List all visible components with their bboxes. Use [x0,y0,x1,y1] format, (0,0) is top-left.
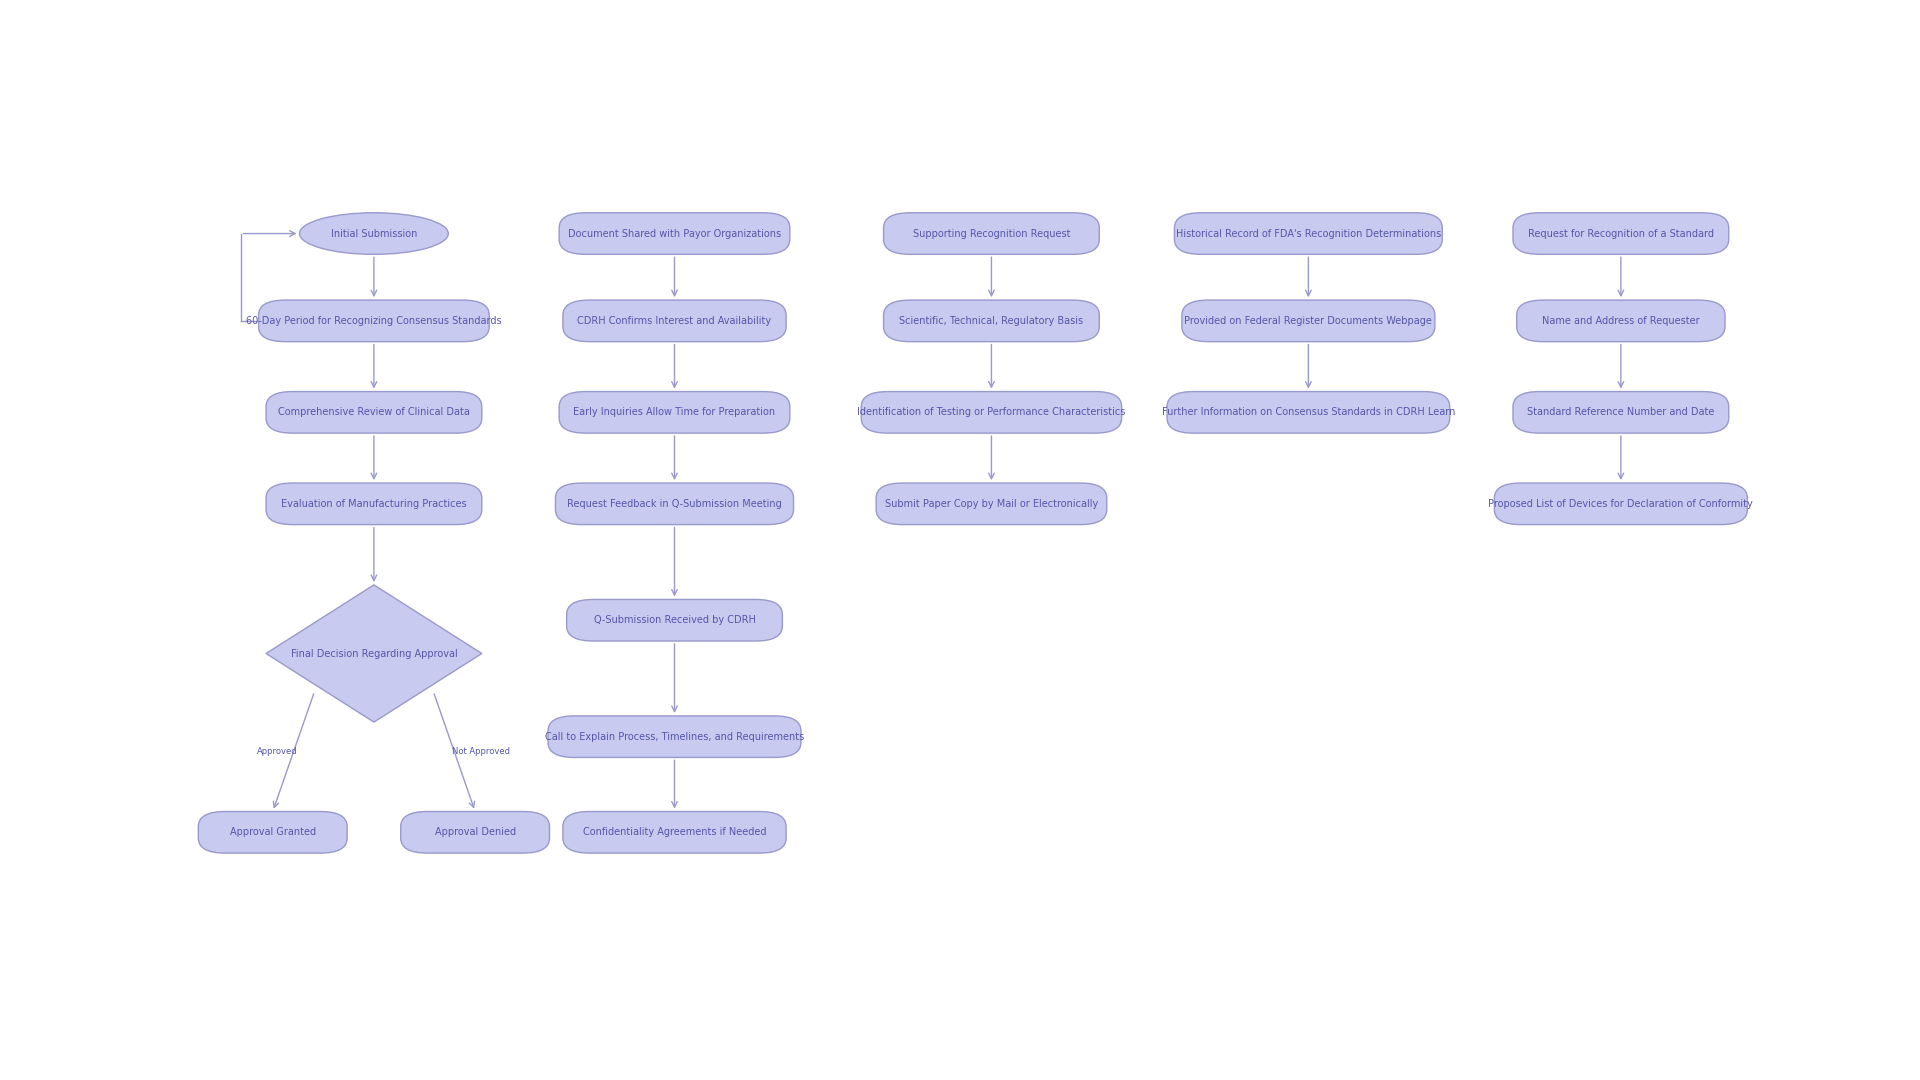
FancyBboxPatch shape [883,213,1100,255]
Text: CDRH Confirms Interest and Availability: CDRH Confirms Interest and Availability [578,315,772,326]
Text: Supporting Recognition Request: Supporting Recognition Request [912,229,1069,239]
FancyBboxPatch shape [259,300,490,341]
Text: Not Approved: Not Approved [451,747,511,756]
Text: Approval Granted: Approval Granted [230,827,315,837]
Text: Identification of Testing or Performance Characteristics: Identification of Testing or Performance… [856,407,1125,417]
FancyBboxPatch shape [1494,483,1747,525]
FancyBboxPatch shape [547,716,801,757]
FancyBboxPatch shape [198,811,348,853]
Text: Comprehensive Review of Clinical Data: Comprehensive Review of Clinical Data [278,407,470,417]
Text: 60-Day Period for Recognizing Consensus Standards: 60-Day Period for Recognizing Consensus … [246,315,501,326]
Text: Final Decision Regarding Approval: Final Decision Regarding Approval [290,648,457,659]
Text: Early Inquiries Allow Time for Preparation: Early Inquiries Allow Time for Preparati… [574,407,776,417]
Text: Q-Submission Received by CDRH: Q-Submission Received by CDRH [593,616,755,625]
FancyBboxPatch shape [1183,300,1434,341]
Text: Call to Explain Process, Timelines, and Requirements: Call to Explain Process, Timelines, and … [545,731,804,742]
FancyBboxPatch shape [555,483,793,525]
Text: Submit Paper Copy by Mail or Electronically: Submit Paper Copy by Mail or Electronica… [885,499,1098,509]
Text: Approval Denied: Approval Denied [434,827,516,837]
Polygon shape [267,585,482,723]
Text: Proposed List of Devices for Declaration of Conformity: Proposed List of Devices for Declaration… [1488,499,1753,509]
FancyBboxPatch shape [883,300,1100,341]
FancyBboxPatch shape [267,483,482,525]
FancyBboxPatch shape [401,811,549,853]
FancyBboxPatch shape [559,213,789,255]
Text: Approved: Approved [257,747,298,756]
FancyBboxPatch shape [1517,300,1724,341]
Text: Request Feedback in Q-Submission Meeting: Request Feedback in Q-Submission Meeting [566,499,781,509]
Ellipse shape [300,213,447,255]
Text: Request for Recognition of a Standard: Request for Recognition of a Standard [1528,229,1715,239]
Text: Historical Record of FDA's Recognition Determinations: Historical Record of FDA's Recognition D… [1175,229,1442,239]
FancyBboxPatch shape [563,811,785,853]
FancyBboxPatch shape [1175,213,1442,255]
FancyBboxPatch shape [563,300,785,341]
Text: Further Information on Consensus Standards in CDRH Learn: Further Information on Consensus Standar… [1162,407,1455,417]
FancyBboxPatch shape [267,392,482,433]
FancyBboxPatch shape [559,392,789,433]
Text: Name and Address of Requester: Name and Address of Requester [1542,315,1699,326]
FancyBboxPatch shape [862,392,1121,433]
FancyBboxPatch shape [876,483,1106,525]
Text: Standard Reference Number and Date: Standard Reference Number and Date [1526,407,1715,417]
FancyBboxPatch shape [566,599,781,642]
Text: Evaluation of Manufacturing Practices: Evaluation of Manufacturing Practices [280,499,467,509]
Text: Scientific, Technical, Regulatory Basis: Scientific, Technical, Regulatory Basis [899,315,1083,326]
FancyBboxPatch shape [1513,213,1728,255]
Text: Provided on Federal Register Documents Webpage: Provided on Federal Register Documents W… [1185,315,1432,326]
FancyBboxPatch shape [1513,392,1728,433]
Text: Document Shared with Payor Organizations: Document Shared with Payor Organizations [568,229,781,239]
Text: Confidentiality Agreements if Needed: Confidentiality Agreements if Needed [584,827,766,837]
Text: Initial Submission: Initial Submission [330,229,417,239]
FancyBboxPatch shape [1167,392,1450,433]
